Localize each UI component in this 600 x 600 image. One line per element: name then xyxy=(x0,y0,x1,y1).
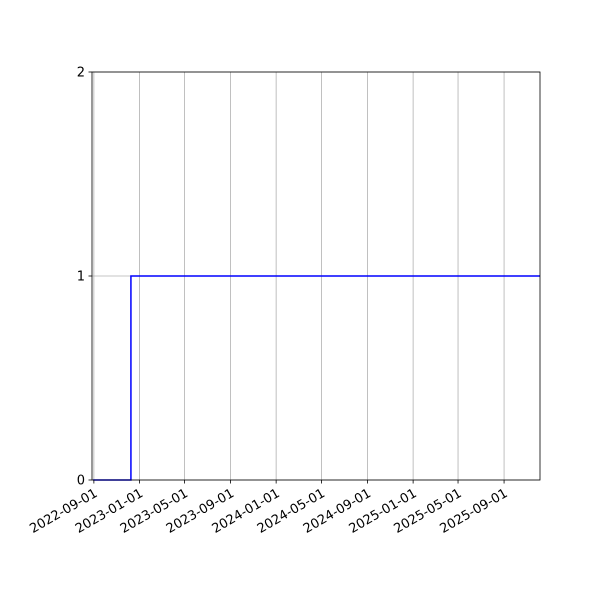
y-tick-label: 2 xyxy=(77,66,85,81)
y-tick-label: 0 xyxy=(77,474,85,489)
series-line xyxy=(93,275,540,481)
y-tick-label: 1 xyxy=(77,270,85,285)
